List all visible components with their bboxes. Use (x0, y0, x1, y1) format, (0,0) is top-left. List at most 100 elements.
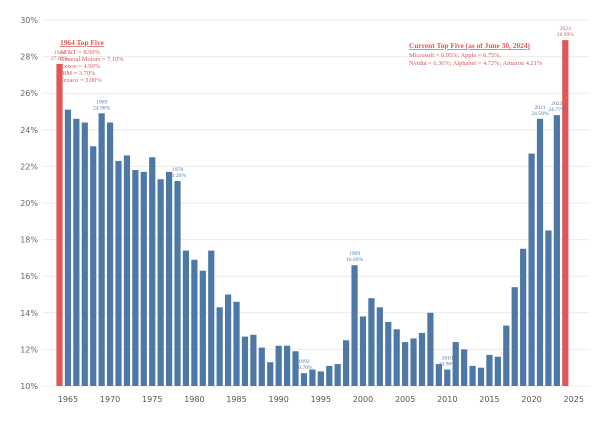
y-tick-label: 20% (20, 199, 38, 208)
bar-1987 (250, 334, 257, 386)
bar-2018 (511, 287, 518, 386)
bar-2004 (393, 329, 400, 386)
bar-2008 (427, 312, 434, 386)
x-tick-label: 1995 (311, 395, 331, 404)
bar-1991 (284, 345, 291, 386)
y-tick-label: 14% (20, 309, 38, 318)
x-axis-ticks: 1965 1970 1975 1980 1985 1990 1995 2000 2005 2010… (58, 395, 584, 404)
x-tick-label: 1975 (142, 395, 162, 404)
annotation-right-line: Nvidia = 6.36%; Alphabet = 4.72%; Amazon… (409, 60, 543, 67)
bar-2015 (486, 354, 493, 386)
bar-label-year: 1969 (96, 99, 107, 105)
bar-1983 (216, 307, 223, 386)
bar-2010 (444, 369, 451, 386)
bar-2021 (536, 118, 544, 386)
bar-1997 (334, 364, 341, 386)
bar-2023 (553, 115, 560, 386)
bar-1988 (258, 347, 265, 386)
bar-1993 (300, 373, 308, 386)
x-tick-label: 2015 (479, 395, 499, 404)
bar-1978 (174, 181, 181, 386)
bar-1967 (81, 122, 88, 386)
bar-label-value: 21.20% (169, 173, 187, 179)
x-tick-label: 2005 (395, 395, 415, 404)
x-tick-label: 2000 (353, 395, 373, 404)
bar-label-value: 16.60% (346, 257, 364, 263)
bar-2009 (435, 364, 442, 386)
y-tick-label: 28% (20, 53, 38, 62)
bar-label-value: 24.90% (93, 105, 111, 111)
annotation-left-line: General Motors = 7.10% (60, 56, 124, 63)
bar-label-year: 2023 (551, 101, 562, 107)
bar-label-year: 2024 (560, 26, 571, 32)
bar-2006 (410, 338, 417, 386)
bar-2012 (461, 349, 468, 386)
bar-2016 (494, 356, 501, 386)
bar-1974 (140, 171, 147, 386)
annotation-current-top-five: Current Top Five (as of June 30, 2024) M… (409, 41, 543, 67)
bar-1968 (90, 146, 97, 386)
x-tick-label: 2025 (564, 395, 584, 404)
bar-1996 (326, 365, 333, 386)
bar-2001 (368, 298, 375, 386)
bar-1977 (165, 171, 173, 386)
bar-1994 (309, 369, 316, 386)
bar-2011 (452, 342, 459, 386)
y-tick-label: 16% (20, 272, 38, 281)
y-tick-label: 18% (20, 236, 38, 245)
x-tick-label: 1985 (226, 395, 246, 404)
bar-1972 (123, 155, 131, 386)
bar-1970 (106, 122, 114, 386)
y-tick-label: 22% (20, 162, 38, 171)
y-axis-ticks: 10% 12% 14% 16% 18% 20% 22% 24% 26% 28% 30% (20, 16, 38, 391)
bar-1990 (275, 345, 282, 386)
bar-2002 (376, 307, 383, 386)
y-tick-label: 10% (20, 382, 38, 391)
bar-1981 (199, 270, 206, 386)
bar-1985 (233, 301, 240, 386)
bar-2019 (520, 248, 527, 386)
y-tick-label: 26% (20, 89, 38, 98)
bar-1989 (267, 362, 274, 386)
bar-2000 (359, 316, 367, 386)
bar-1965 (64, 109, 72, 387)
bar-1995 (317, 371, 324, 386)
bar-label-year: 2021 (534, 105, 545, 111)
bar-label-year: 1993 (298, 359, 309, 365)
y-tick-label: 30% (20, 16, 38, 25)
bar-2003 (385, 321, 392, 386)
annotation-right-heading: Current Top Five (as of June 30, 2024) (409, 41, 531, 50)
bar-label-year: 1999 (349, 251, 360, 257)
bar-2007 (418, 332, 426, 386)
x-tick-label: 1970 (100, 395, 120, 404)
annotation-left-heading: 1964 Top Five (60, 38, 105, 47)
bar-2017 (503, 325, 510, 386)
bar-2013 (469, 365, 476, 386)
y-tick-label: 24% (20, 126, 38, 135)
annotation-left-line: Texaco = 3.00% (60, 77, 102, 84)
bar-1992 (292, 351, 299, 386)
x-tick-label: 2020 (521, 395, 541, 404)
annotation-left-line: AT&T = 8.90% (60, 49, 101, 56)
bar-1982 (208, 250, 215, 386)
bar-1964 (56, 63, 63, 387)
x-tick-label: 1965 (58, 395, 78, 404)
bar-2020 (528, 153, 535, 386)
bar-label-value: 27.60% (51, 56, 69, 62)
bar-1998 (343, 340, 350, 386)
bar-label-value: 28.99% (557, 32, 575, 38)
bar-1966 (73, 118, 80, 386)
x-tick-label: 1980 (184, 395, 204, 404)
bar-label-value: 10.90% (439, 362, 457, 368)
bar-label-value: 24.77% (548, 107, 566, 113)
bar-label-year: 1978 (172, 167, 183, 173)
bar-label-year: 2010 (442, 356, 453, 362)
bars (56, 40, 569, 387)
bar-2022 (545, 230, 552, 386)
annotation-right-line: Microsoft = 6.95%; Apple = 6.75%, (409, 52, 501, 59)
annotation-left-line: IBM = 3.70% (60, 70, 96, 77)
annotation-1964-top-five: 1964 Top Five AT&T = 8.90% General Motor… (60, 38, 124, 84)
bar-1976 (157, 179, 164, 386)
